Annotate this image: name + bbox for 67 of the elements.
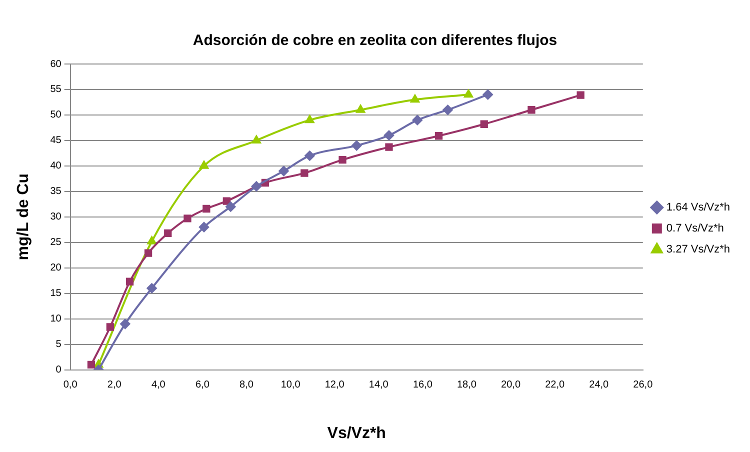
point [385,143,393,151]
x-tick-label: 16,0 [412,380,433,391]
y-tick-label: 35 [50,186,62,198]
x-tick-label: 8,0 [240,380,254,391]
point [106,323,114,331]
x-tick-label: 22,0 [545,380,565,391]
point [300,169,308,177]
y-tick-label: 50 [50,110,62,121]
x-tick-label: 2,0 [107,380,122,391]
point [528,106,536,114]
x-tick-label: 14,0 [368,380,389,391]
point [482,90,493,100]
y-tick-label: 5 [56,339,62,350]
point [410,94,420,103]
y-tick-label: 20 [50,262,62,274]
point [146,283,157,294]
legend-label: 0.7 Vs/Vz*h [666,222,724,235]
y-tick-label: 15 [50,288,62,300]
point [480,120,488,128]
y-tick-label: 40 [50,160,62,172]
point [338,156,346,164]
point [200,160,208,169]
x-tick-label: 26,0 [633,380,654,391]
point [304,150,315,161]
point [199,222,209,232]
point [222,197,231,205]
point [87,360,96,369]
point [252,135,261,144]
x-tick-label: 18,0 [456,380,477,391]
x-tick-label: 20,0 [501,380,521,391]
y-tick-label: 30 [50,212,62,223]
point [434,132,443,140]
x-tick-label: 12,0 [324,380,345,391]
x-tick-label: 6,0 [196,380,210,391]
x-tick-label: 4,0 [151,380,166,391]
x-tick-label: 24,0 [589,380,610,391]
point [305,115,314,124]
point [147,236,156,244]
point [352,140,362,151]
y-tick-label: 45 [50,135,62,146]
point [356,104,366,113]
point [576,91,584,99]
legend-label: 1.64 Vs/Vz*h [666,202,730,214]
point [120,318,130,329]
point [251,181,262,192]
y-tick-label: 55 [50,84,62,96]
point [202,204,210,213]
point [144,249,152,257]
point [412,115,422,126]
y-axis-title: mg/L de Cu [15,173,32,260]
chart-title: Adsorción de cobre en zeolita con diferentes flujos [192,32,558,50]
x-axis-title: Vs/Vz*h [327,424,386,442]
point [226,202,236,212]
y-tick-label: 60 [50,58,62,70]
y-tick-label: 0 [56,364,62,376]
point [278,166,289,176]
y-tick-label: 10 [50,314,62,325]
point [384,130,394,140]
point [464,90,473,98]
point [184,214,192,222]
point [442,104,453,115]
point [164,229,172,238]
x-tick-label: 10,0 [280,380,301,391]
point [126,278,134,286]
x-tick-label: 0,0 [63,380,78,391]
legend-label: 3.27 Vs/Vz*h [666,244,730,256]
y-tick-label: 25 [50,237,62,248]
